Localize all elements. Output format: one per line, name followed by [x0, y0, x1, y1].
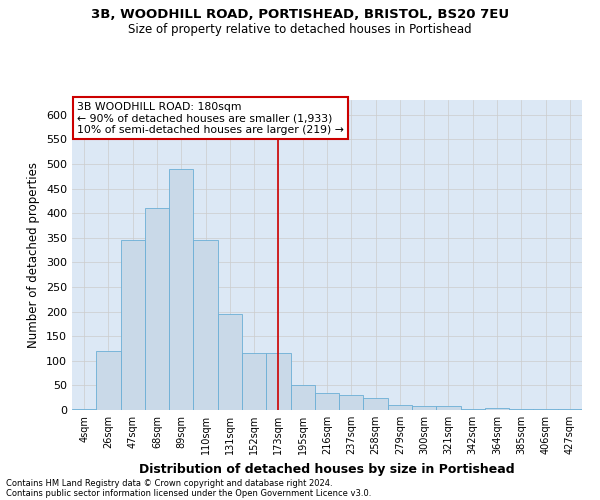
Bar	[121, 240, 145, 410]
Bar	[461, 409, 485, 410]
Bar	[533, 409, 558, 410]
Bar	[193, 240, 218, 410]
Y-axis label: Number of detached properties: Number of detached properties	[28, 162, 40, 348]
Bar	[169, 169, 193, 410]
Bar	[96, 351, 121, 410]
Bar	[485, 408, 509, 410]
Bar	[558, 409, 582, 410]
Bar	[218, 314, 242, 410]
Bar	[242, 354, 266, 410]
Text: Contains public sector information licensed under the Open Government Licence v3: Contains public sector information licen…	[6, 488, 371, 498]
Bar	[290, 386, 315, 410]
X-axis label: Distribution of detached houses by size in Portishead: Distribution of detached houses by size …	[139, 462, 515, 475]
Text: 3B WOODHILL ROAD: 180sqm
← 90% of detached houses are smaller (1,933)
10% of sem: 3B WOODHILL ROAD: 180sqm ← 90% of detach…	[77, 102, 344, 134]
Text: Size of property relative to detached houses in Portishead: Size of property relative to detached ho…	[128, 22, 472, 36]
Bar	[436, 406, 461, 410]
Bar	[339, 395, 364, 410]
Bar	[72, 409, 96, 410]
Bar	[388, 405, 412, 410]
Bar	[145, 208, 169, 410]
Bar	[266, 354, 290, 410]
Bar	[412, 406, 436, 410]
Text: Contains HM Land Registry data © Crown copyright and database right 2024.: Contains HM Land Registry data © Crown c…	[6, 478, 332, 488]
Bar	[315, 393, 339, 410]
Bar	[364, 398, 388, 410]
Bar	[509, 409, 533, 410]
Text: 3B, WOODHILL ROAD, PORTISHEAD, BRISTOL, BS20 7EU: 3B, WOODHILL ROAD, PORTISHEAD, BRISTOL, …	[91, 8, 509, 20]
